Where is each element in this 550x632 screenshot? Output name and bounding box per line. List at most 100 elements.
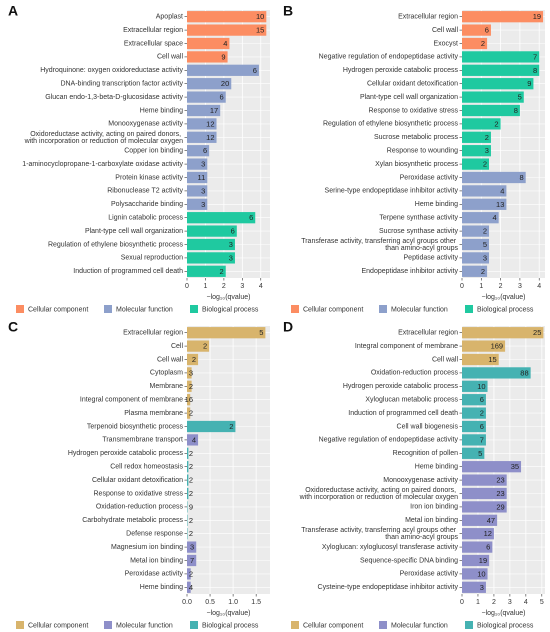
category-label: Polysaccharide binding <box>111 201 183 208</box>
count-label: 2 <box>485 133 489 142</box>
panel-label: D <box>283 319 293 335</box>
count-label: 29 <box>496 502 504 511</box>
category-label: Transmembrane transport <box>102 437 183 444</box>
count-label: 2 <box>494 119 498 128</box>
category-label: Cysteine-type endopeptidase inhibitor ac… <box>318 584 459 591</box>
count-label: 3 <box>480 583 484 592</box>
bar <box>187 118 217 130</box>
bar <box>187 78 232 90</box>
bar <box>187 212 256 224</box>
category-label: Terpene synthase activity <box>379 215 458 222</box>
plot-background <box>187 10 270 278</box>
bar <box>462 353 499 366</box>
category-label: Iron ion binding <box>410 504 458 511</box>
category-label: Negative regulation of endopeptidase act… <box>319 54 459 61</box>
category-label: Hydroquinone: oxygen oxidoreductase acti… <box>40 67 183 74</box>
bar <box>462 501 507 513</box>
category-label: Endopeptidase inhibitor activity <box>361 268 458 275</box>
bar <box>462 327 544 339</box>
bar <box>462 78 534 90</box>
count-label: 19 <box>533 12 541 21</box>
legend-swatch <box>190 305 198 313</box>
category-label: Cytoplasm <box>150 370 183 377</box>
bar <box>187 171 208 184</box>
category-label: Protein kinase activity <box>115 174 183 181</box>
category-label: Integral component of membrane <box>80 397 183 404</box>
x-tick-label: 1 <box>476 599 480 606</box>
x-tick-label: 0 <box>460 283 464 290</box>
count-label: 88 <box>520 368 528 377</box>
count-label: 3 <box>189 368 193 377</box>
count-label: 2 <box>220 267 224 276</box>
category-label: Monooxygenase activity <box>108 121 183 128</box>
bar <box>462 541 493 553</box>
x-tick-label: 4 <box>537 283 541 290</box>
x-tick-label: 1.0 <box>228 599 238 606</box>
category-label: Cell redox homeostasis <box>110 464 183 471</box>
legend-label: Cellular component <box>28 622 88 629</box>
count-label: 2 <box>189 476 193 485</box>
bar <box>187 568 191 580</box>
bar <box>187 487 189 500</box>
bar <box>462 528 494 540</box>
category-label: Plant-type cell wall organization <box>85 228 183 235</box>
count-label: 2 <box>189 382 193 391</box>
count-label: 2 <box>203 342 207 351</box>
bar <box>187 185 208 197</box>
category-label: Cell wall biogenesis <box>397 423 459 430</box>
count-label: 4 <box>500 186 504 195</box>
bar <box>187 37 230 50</box>
count-label: 6 <box>486 543 490 552</box>
count-label: 10 <box>477 569 485 578</box>
category-label: Oxidation-reduction process <box>371 370 459 377</box>
count-label: 7 <box>533 52 537 61</box>
category-label: Extracellular space <box>124 40 183 47</box>
category-label: Xyloglucan: xyloglucosyl transferase act… <box>322 544 459 551</box>
category-label: Hydrogen peroxide catabolic process <box>68 450 184 457</box>
category-label: Xylan biosynthetic process <box>375 161 458 168</box>
count-label: 35 <box>511 462 519 471</box>
count-label: 2 <box>481 267 485 276</box>
category-label: Transferase activity, transferring acyl … <box>301 238 458 252</box>
x-tick-label: 4 <box>259 283 263 290</box>
bar <box>462 252 490 264</box>
count-label: 9 <box>189 502 193 511</box>
count-label: 3 <box>483 253 487 262</box>
category-label: Heme binding <box>415 201 458 208</box>
x-tick-label: 2 <box>222 283 226 290</box>
plot-background <box>462 326 545 594</box>
bar <box>462 367 531 379</box>
bar <box>462 554 490 567</box>
count-label: 10 <box>256 12 264 21</box>
bar <box>187 64 259 76</box>
x-tick-label: 1 <box>479 283 483 290</box>
x-tick-label: 2 <box>499 283 503 290</box>
bar <box>462 64 540 76</box>
bar <box>187 51 228 63</box>
bar <box>187 581 191 593</box>
bar <box>187 225 237 237</box>
category-label: DNA-binding transcription factor activit… <box>60 81 183 88</box>
count-label: 3 <box>485 146 489 155</box>
legend-label: Biological process <box>477 622 534 629</box>
panel-label: A <box>8 3 18 19</box>
bar <box>187 407 191 419</box>
bar <box>462 238 490 251</box>
count-label: 6 <box>480 422 484 431</box>
bar <box>187 104 221 117</box>
category-label: Integral component of membrane <box>355 343 458 350</box>
count-label: 2 <box>189 529 193 538</box>
count-label: 8 <box>533 66 537 75</box>
bar <box>462 212 499 224</box>
x-tick-label: 1 <box>203 283 207 290</box>
bar <box>187 461 189 473</box>
bar <box>462 434 486 446</box>
bar <box>187 24 267 36</box>
bar <box>462 447 485 459</box>
count-label: 6 <box>485 26 489 35</box>
count-label: 16 <box>185 395 193 404</box>
category-label: Glucan endo-1,3-beta-D-glucosidase activ… <box>45 94 183 101</box>
legend-label: Cellular component <box>28 306 88 313</box>
category-label: Peroxidase activity <box>125 571 184 578</box>
bar <box>462 118 501 130</box>
